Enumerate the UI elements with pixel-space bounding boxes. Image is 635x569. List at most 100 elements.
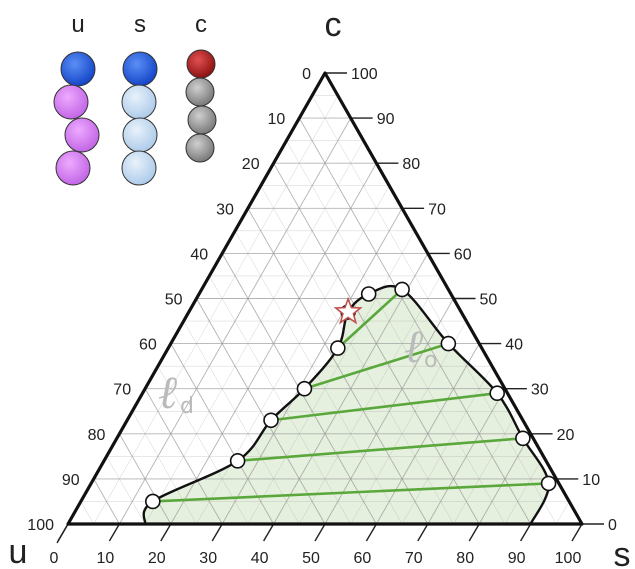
tick-label-u-80: 80	[88, 427, 106, 444]
tick-label-s-30: 30	[199, 550, 217, 567]
tick-label-u-30: 30	[216, 201, 234, 218]
boundary-point-9	[440, 335, 457, 352]
tick-label-u-50: 50	[165, 292, 183, 309]
tick-label-u-40: 40	[190, 246, 208, 263]
boundary-point-2	[229, 453, 246, 469]
tick-label-u-20: 20	[242, 156, 260, 173]
legend-header-s: s	[134, 11, 146, 38]
grid-line-u-85	[106, 456, 146, 525]
grid-line-u-60	[170, 343, 274, 525]
molecule-s-tail-2	[122, 117, 158, 153]
tie-lines	[152, 288, 549, 503]
legend-header-u: u	[71, 11, 84, 38]
tick-label-u-10: 10	[268, 111, 286, 128]
boundary-point-1	[145, 493, 161, 510]
grid-line-s-75	[453, 411, 518, 525]
grid-line-s-5	[93, 95, 339, 525]
grid-line-s-25	[196, 185, 390, 525]
grid-line-u-80	[119, 433, 172, 525]
boundary-point-4	[296, 380, 313, 397]
grid-line-u-5	[311, 95, 557, 525]
tick-label-u-90: 90	[62, 472, 80, 489]
molecule-s-tail-3	[121, 150, 157, 186]
tick-s-60	[365, 523, 378, 542]
boundary-point-5	[330, 340, 346, 356]
grid-line-u-70	[144, 388, 223, 525]
tick-label-u-60: 60	[139, 337, 157, 354]
grid-line-u-35	[234, 230, 403, 525]
grid-line-u-25	[260, 185, 454, 525]
boundary-point-10	[489, 385, 505, 402]
tie-line-4	[304, 342, 449, 390]
molecule-c-tail-2	[187, 105, 217, 135]
phase-label-ld-letter: ℓ	[158, 365, 178, 419]
molecule-u-tail-1	[53, 84, 89, 120]
boundary-point-8	[394, 281, 410, 298]
critical-point-star	[333, 296, 363, 325]
tick-s-40	[262, 523, 275, 542]
grid-line-s-30	[221, 208, 403, 525]
boundary-point-7	[360, 286, 377, 302]
grid-line-s-45	[299, 275, 441, 525]
grid-line-u-55	[183, 320, 300, 525]
molecule-s	[121, 51, 158, 186]
grid-line-s-35	[247, 230, 416, 525]
boundary-point-3	[263, 412, 279, 429]
grid-line-u-45	[209, 275, 351, 525]
tick-label-c-50: 50	[480, 292, 498, 309]
tick-label-u-70: 70	[113, 382, 131, 399]
molecule-legend: u s c	[53, 11, 217, 186]
grid-line-s-80	[478, 433, 531, 525]
grid-line-s-85	[504, 456, 544, 525]
tick-label-s-10: 10	[97, 550, 115, 567]
tick-label-c-0: 0	[608, 517, 617, 534]
tick-label-s-60: 60	[354, 550, 372, 567]
tick-label-s-20: 20	[148, 550, 166, 567]
tick-label-s-50: 50	[302, 550, 320, 567]
tick-s-80	[468, 523, 480, 542]
tick-label-c-80: 80	[402, 156, 420, 173]
grid-line-u-15	[286, 140, 506, 525]
tick-label-s-40: 40	[251, 550, 269, 567]
tick-s-10	[108, 523, 121, 542]
molecule-u-head	[60, 51, 96, 87]
tick-label-c-60: 60	[454, 246, 472, 263]
tick-label-c-40: 40	[505, 337, 523, 354]
phase-label-lo-letter: ℓ	[404, 319, 424, 373]
boundary-points	[145, 281, 557, 510]
molecule-c-tail-3	[185, 133, 215, 163]
tick-label-c-30: 30	[531, 382, 549, 399]
tick-label-c-10: 10	[582, 472, 600, 489]
tick-label-c-70: 70	[428, 201, 446, 218]
corner-label-s: s	[614, 536, 631, 569]
molecule-s-head	[122, 51, 158, 87]
tick-label-s-70: 70	[405, 550, 423, 567]
boundary-point-12	[540, 475, 557, 492]
grid-line-u-10	[298, 117, 531, 525]
grid-line-s-15	[144, 140, 364, 525]
molecule-s-tail-1	[121, 84, 157, 120]
triangle-frame	[66, 71, 584, 526]
tie-line-3	[270, 391, 498, 422]
tick-s-20	[160, 523, 172, 542]
tick-s-30	[211, 523, 223, 542]
grid-line-s-50	[324, 298, 454, 525]
molecule-u	[53, 51, 100, 186]
phase-label-ld-sub: d	[180, 394, 194, 419]
tick-label-c-20: 20	[557, 427, 575, 444]
legend-header-c: c	[195, 11, 207, 38]
tick-s-100	[571, 523, 583, 542]
corner-label-c: c	[325, 6, 342, 44]
molecule-u-tail-3	[55, 150, 91, 186]
molecule-u-tail-2	[64, 117, 100, 153]
grid-line-s-95	[556, 501, 570, 525]
grid-line-u-50	[196, 298, 326, 525]
tick-label-u-0: 0	[302, 66, 311, 83]
tie-line-1	[152, 482, 549, 503]
triangle-outline	[66, 71, 584, 526]
tick-label-s-100: 100	[555, 550, 582, 567]
grid-line-u-30	[247, 208, 429, 525]
tick-label-s-80: 80	[456, 550, 474, 567]
tick-s-50	[314, 523, 326, 542]
